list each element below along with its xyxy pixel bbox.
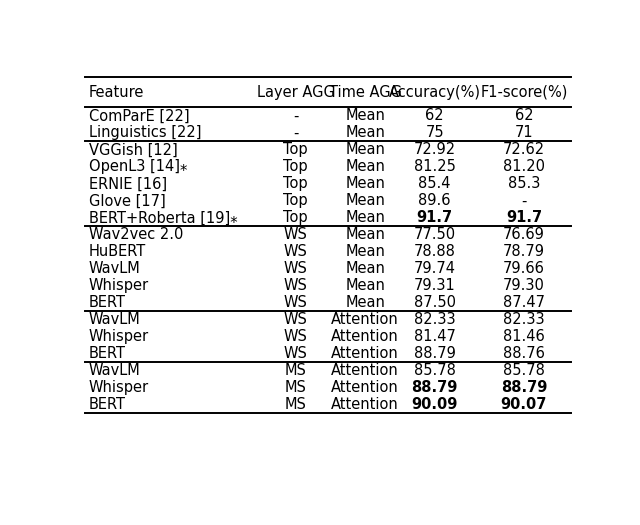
Text: 85.4: 85.4 <box>419 176 451 192</box>
Text: Whisper: Whisper <box>89 329 149 344</box>
Text: 90.07: 90.07 <box>500 397 547 412</box>
Text: 76.69: 76.69 <box>503 227 545 243</box>
Text: Mean: Mean <box>345 261 385 276</box>
Text: 78.79: 78.79 <box>503 244 545 259</box>
Text: WavLM: WavLM <box>89 312 141 327</box>
Text: 81.25: 81.25 <box>413 160 456 174</box>
Text: 78.88: 78.88 <box>413 244 456 259</box>
Text: MS: MS <box>285 397 307 412</box>
Text: 91.7: 91.7 <box>417 211 452 225</box>
Text: 72.62: 72.62 <box>503 142 545 158</box>
Text: Mean: Mean <box>345 142 385 158</box>
Text: WS: WS <box>284 227 308 243</box>
Text: 88.76: 88.76 <box>503 346 545 361</box>
Text: WS: WS <box>284 312 308 327</box>
Text: Top: Top <box>284 211 308 225</box>
Text: Mean: Mean <box>345 193 385 208</box>
Text: 75: 75 <box>426 125 444 140</box>
Text: Mean: Mean <box>345 227 385 243</box>
Text: WavLM: WavLM <box>89 261 141 276</box>
Text: -: - <box>521 193 527 208</box>
Text: 62: 62 <box>515 109 533 123</box>
Text: WS: WS <box>284 244 308 259</box>
Text: HuBERT: HuBERT <box>89 244 146 259</box>
Text: VGGish [12]: VGGish [12] <box>89 142 178 158</box>
Text: WavLM: WavLM <box>89 363 141 378</box>
Text: 79.74: 79.74 <box>413 261 456 276</box>
Text: Attention: Attention <box>332 312 399 327</box>
Text: WS: WS <box>284 261 308 276</box>
Text: 79.31: 79.31 <box>414 278 456 293</box>
Text: F1-score(%): F1-score(%) <box>480 85 568 100</box>
Text: 88.79: 88.79 <box>412 380 458 395</box>
Text: Top: Top <box>284 142 308 158</box>
Text: BERT: BERT <box>89 295 126 310</box>
Text: BERT: BERT <box>89 397 126 412</box>
Text: Accuracy(%): Accuracy(%) <box>388 85 481 100</box>
Text: WS: WS <box>284 329 308 344</box>
Text: 85.78: 85.78 <box>503 363 545 378</box>
Text: 88.79: 88.79 <box>413 346 456 361</box>
Text: -: - <box>293 125 298 140</box>
Text: 87.50: 87.50 <box>413 295 456 310</box>
Text: Mean: Mean <box>345 244 385 259</box>
Text: BERT: BERT <box>89 346 126 361</box>
Text: 62: 62 <box>426 109 444 123</box>
Text: Top: Top <box>284 193 308 208</box>
Text: Layer AGG: Layer AGG <box>257 85 335 100</box>
Text: Top: Top <box>284 176 308 192</box>
Text: 79.30: 79.30 <box>503 278 545 293</box>
Text: 72.92: 72.92 <box>413 142 456 158</box>
Text: Feature: Feature <box>89 85 144 100</box>
Text: Top: Top <box>284 160 308 174</box>
Text: 90.09: 90.09 <box>412 397 458 412</box>
Text: 81.47: 81.47 <box>413 329 456 344</box>
Text: WS: WS <box>284 278 308 293</box>
Text: Mean: Mean <box>345 160 385 174</box>
Text: 85.3: 85.3 <box>508 176 540 192</box>
Text: OpenL3 [14]⁎: OpenL3 [14]⁎ <box>89 160 188 174</box>
Text: -: - <box>293 109 298 123</box>
Text: Mean: Mean <box>345 125 385 140</box>
Text: Whisper: Whisper <box>89 380 149 395</box>
Text: 77.50: 77.50 <box>413 227 456 243</box>
Text: Attention: Attention <box>332 329 399 344</box>
Text: WS: WS <box>284 346 308 361</box>
Text: Linguistics [22]: Linguistics [22] <box>89 125 202 140</box>
Text: Whisper: Whisper <box>89 278 149 293</box>
Text: 79.66: 79.66 <box>503 261 545 276</box>
Text: Wav2vec 2.0: Wav2vec 2.0 <box>89 227 183 243</box>
Text: Mean: Mean <box>345 176 385 192</box>
Text: Time AGG: Time AGG <box>329 85 402 100</box>
Text: 89.6: 89.6 <box>419 193 451 208</box>
Text: Mean: Mean <box>345 211 385 225</box>
Text: 81.46: 81.46 <box>503 329 545 344</box>
Text: Mean: Mean <box>345 278 385 293</box>
Text: Mean: Mean <box>345 109 385 123</box>
Text: 82.33: 82.33 <box>414 312 456 327</box>
Text: Attention: Attention <box>332 397 399 412</box>
Text: 71: 71 <box>515 125 533 140</box>
Text: 82.33: 82.33 <box>503 312 545 327</box>
Text: 85.78: 85.78 <box>413 363 456 378</box>
Text: 87.47: 87.47 <box>503 295 545 310</box>
Text: 81.20: 81.20 <box>503 160 545 174</box>
Text: Attention: Attention <box>332 363 399 378</box>
Text: Glove [17]: Glove [17] <box>89 193 166 208</box>
Text: MS: MS <box>285 380 307 395</box>
Text: Mean: Mean <box>345 295 385 310</box>
Text: ComParE [22]: ComParE [22] <box>89 109 189 123</box>
Text: MS: MS <box>285 363 307 378</box>
Text: WS: WS <box>284 295 308 310</box>
Text: Attention: Attention <box>332 380 399 395</box>
Text: 91.7: 91.7 <box>506 211 542 225</box>
Text: BERT+Roberta [19]⁎: BERT+Roberta [19]⁎ <box>89 211 237 225</box>
Text: Attention: Attention <box>332 346 399 361</box>
Text: ERNIE [16]: ERNIE [16] <box>89 176 167 192</box>
Text: 88.79: 88.79 <box>500 380 547 395</box>
